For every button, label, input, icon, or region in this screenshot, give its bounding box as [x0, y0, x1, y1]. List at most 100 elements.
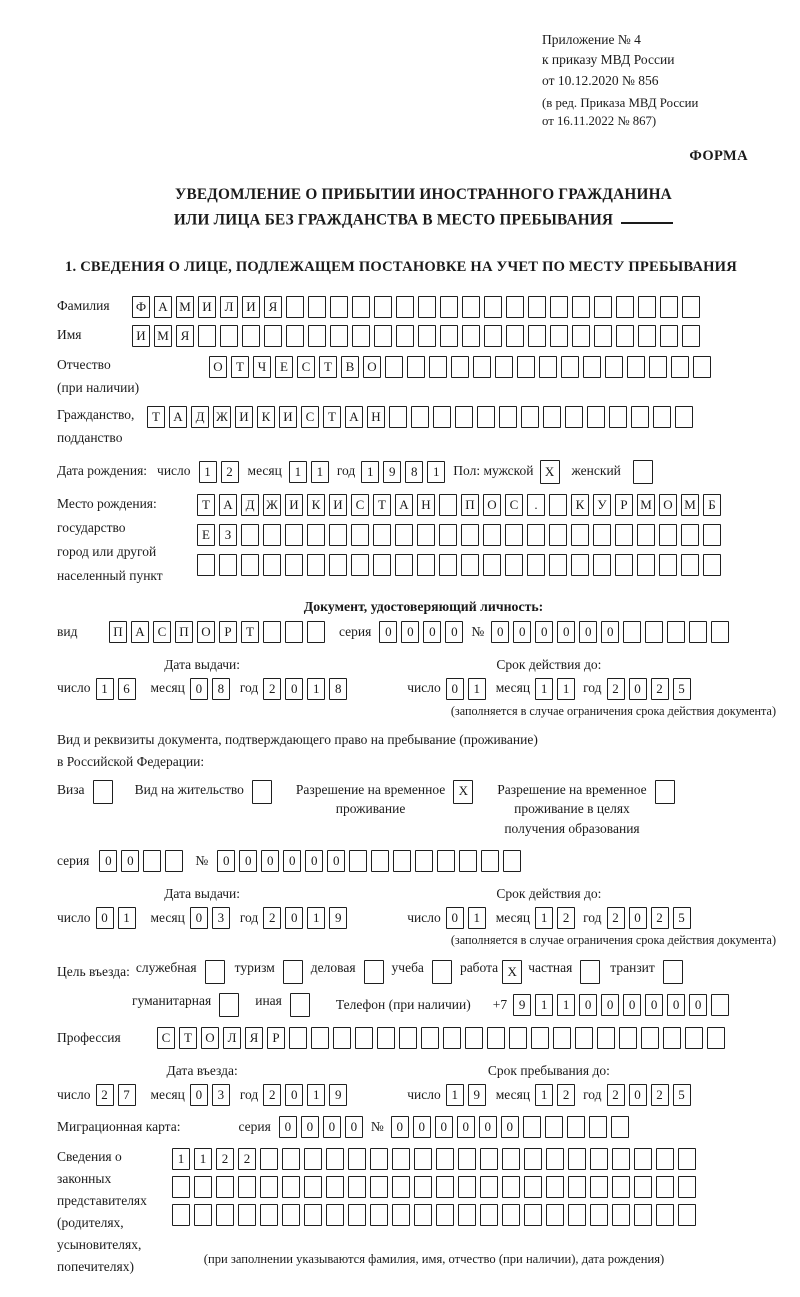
- form-cell[interactable]: 2: [606, 1084, 625, 1107]
- form-cell[interactable]: [483, 523, 501, 546]
- form-cell[interactable]: [685, 1027, 703, 1050]
- form-cell[interactable]: [439, 523, 457, 546]
- form-cell[interactable]: 0: [305, 850, 324, 873]
- form-cell[interactable]: [527, 523, 545, 546]
- form-cell[interactable]: [503, 850, 522, 873]
- form-cell[interactable]: [326, 1176, 344, 1199]
- form-cell[interactable]: 3: [211, 907, 230, 930]
- form-cell[interactable]: [172, 1176, 190, 1199]
- form-cell[interactable]: [594, 324, 612, 347]
- form-cell[interactable]: [580, 960, 601, 985]
- form-cell[interactable]: [634, 1204, 652, 1227]
- form-cell[interactable]: [436, 1204, 454, 1227]
- form-cell[interactable]: М: [154, 324, 172, 347]
- form-cell[interactable]: [392, 1176, 410, 1199]
- form-cell[interactable]: [326, 1148, 344, 1171]
- form-cell[interactable]: [627, 355, 645, 378]
- form-cell[interactable]: [711, 994, 730, 1017]
- form-cell[interactable]: [546, 1176, 564, 1199]
- form-cell[interactable]: 0: [189, 907, 208, 930]
- form-cell[interactable]: [242, 324, 260, 347]
- form-cell[interactable]: [583, 355, 601, 378]
- form-cell[interactable]: [609, 405, 627, 428]
- form-cell[interactable]: 9: [383, 460, 402, 483]
- form-cell[interactable]: [286, 324, 304, 347]
- form-cell[interactable]: [487, 1027, 505, 1050]
- form-cell[interactable]: [506, 324, 524, 347]
- form-cell[interactable]: 2: [216, 1148, 234, 1171]
- form-cell[interactable]: [373, 553, 391, 576]
- form-cell[interactable]: 1: [194, 1148, 212, 1171]
- form-cell[interactable]: [92, 779, 113, 804]
- form-cell[interactable]: [238, 1204, 256, 1227]
- form-cell[interactable]: [637, 523, 655, 546]
- form-cell[interactable]: П: [461, 493, 479, 516]
- form-cell[interactable]: [429, 355, 447, 378]
- form-cell[interactable]: 0: [283, 850, 302, 873]
- form-cell[interactable]: [681, 553, 699, 576]
- form-cell[interactable]: [587, 405, 605, 428]
- form-cell[interactable]: [663, 1027, 681, 1050]
- form-cell[interactable]: 2: [650, 1084, 669, 1107]
- form-cell[interactable]: 1: [117, 907, 136, 930]
- form-cell[interactable]: [307, 620, 325, 643]
- form-cell[interactable]: 8: [211, 677, 230, 700]
- form-cell[interactable]: 0: [434, 1116, 453, 1139]
- form-cell[interactable]: 1: [307, 677, 326, 700]
- form-cell[interactable]: [590, 1176, 608, 1199]
- form-cell[interactable]: [544, 1116, 563, 1139]
- form-cell[interactable]: 9: [513, 994, 532, 1017]
- form-cell[interactable]: 0: [601, 620, 620, 643]
- form-cell[interactable]: 1: [535, 677, 554, 700]
- form-cell[interactable]: [521, 405, 539, 428]
- form-cell[interactable]: [355, 1027, 373, 1050]
- form-cell[interactable]: Т: [197, 493, 215, 516]
- form-cell[interactable]: [634, 1176, 652, 1199]
- form-cell[interactable]: 9: [329, 907, 348, 930]
- form-cell[interactable]: [374, 324, 392, 347]
- form-cell[interactable]: [329, 523, 347, 546]
- form-cell[interactable]: А: [131, 620, 149, 643]
- form-cell[interactable]: 1: [310, 460, 329, 483]
- form-cell[interactable]: Л: [220, 295, 238, 318]
- form-cell[interactable]: [439, 493, 457, 516]
- form-cell[interactable]: 0: [285, 907, 304, 930]
- form-cell[interactable]: [656, 1148, 674, 1171]
- form-cell[interactable]: А: [169, 405, 187, 428]
- form-cell[interactable]: [352, 295, 370, 318]
- form-cell[interactable]: [612, 1204, 630, 1227]
- form-cell[interactable]: [370, 1176, 388, 1199]
- form-cell[interactable]: 0: [344, 1116, 363, 1139]
- form-cell[interactable]: [417, 523, 435, 546]
- form-cell[interactable]: [568, 1176, 586, 1199]
- form-cell[interactable]: [660, 324, 678, 347]
- form-cell[interactable]: 1: [557, 677, 576, 700]
- form-cell[interactable]: 1: [307, 1084, 326, 1107]
- form-cell[interactable]: 0: [478, 1116, 497, 1139]
- form-cell[interactable]: [462, 295, 480, 318]
- form-cell[interactable]: [524, 1176, 542, 1199]
- form-cell[interactable]: [678, 1204, 696, 1227]
- form-cell[interactable]: [396, 295, 414, 318]
- form-cell[interactable]: [656, 1204, 674, 1227]
- form-cell[interactable]: [593, 553, 611, 576]
- form-cell[interactable]: 1: [427, 460, 446, 483]
- form-cell[interactable]: 2: [263, 677, 282, 700]
- form-cell[interactable]: [370, 1204, 388, 1227]
- form-cell[interactable]: [282, 960, 303, 985]
- form-cell[interactable]: [351, 553, 369, 576]
- form-cell[interactable]: [641, 1027, 659, 1050]
- form-cell[interactable]: [524, 1148, 542, 1171]
- form-cell[interactable]: [462, 324, 480, 347]
- form-cell[interactable]: [219, 553, 237, 576]
- form-cell[interactable]: [348, 1176, 366, 1199]
- form-cell[interactable]: [568, 1148, 586, 1171]
- form-cell[interactable]: П: [175, 620, 193, 643]
- form-cell[interactable]: [615, 523, 633, 546]
- form-cell[interactable]: 1: [361, 460, 380, 483]
- form-cell[interactable]: [285, 620, 303, 643]
- form-cell[interactable]: [251, 779, 272, 804]
- form-cell[interactable]: [439, 553, 457, 576]
- form-cell[interactable]: [264, 324, 282, 347]
- form-cell[interactable]: [632, 459, 653, 484]
